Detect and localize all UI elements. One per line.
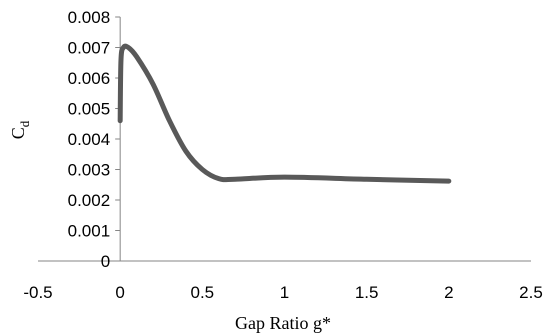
- x-tick-label: 1.5: [355, 283, 379, 302]
- x-tick-label: -0.5: [23, 283, 52, 302]
- y-tick-label: 0.005: [68, 100, 111, 119]
- y-tick-label: 0.001: [68, 222, 111, 241]
- y-axis-title-sub: d: [17, 120, 32, 127]
- x-tick-label: 2: [444, 283, 453, 302]
- x-axis: -0.5 0 0.5 1 1.5 2 2.5: [23, 260, 543, 302]
- x-tick-label: 0: [115, 283, 124, 302]
- y-tick-label: 0: [101, 252, 110, 271]
- x-tick-label: 0.5: [191, 283, 215, 302]
- x-tick-label: 1: [280, 283, 289, 302]
- series-layer: [117, 43, 452, 184]
- y-tick-label: 0.004: [68, 130, 111, 149]
- series-line: [117, 43, 452, 184]
- x-axis-title: Gap Ratio g*: [235, 313, 331, 333]
- y-tick-label: 0.003: [68, 161, 111, 180]
- y-tick-label: 0.002: [68, 191, 111, 210]
- y-axis-title-main: C: [8, 127, 28, 139]
- x-tick-label: 2.5: [519, 283, 543, 302]
- y-tick-label: 0.007: [68, 39, 111, 58]
- y-axis-title: Cd: [8, 120, 32, 139]
- y-tick-label: 0.008: [68, 8, 111, 27]
- y-axis: 0 0.001 0.002 0.003 0.004 0.005 0.006 0.007 0.00…: [68, 8, 121, 271]
- y-tick-label: 0.006: [68, 69, 111, 88]
